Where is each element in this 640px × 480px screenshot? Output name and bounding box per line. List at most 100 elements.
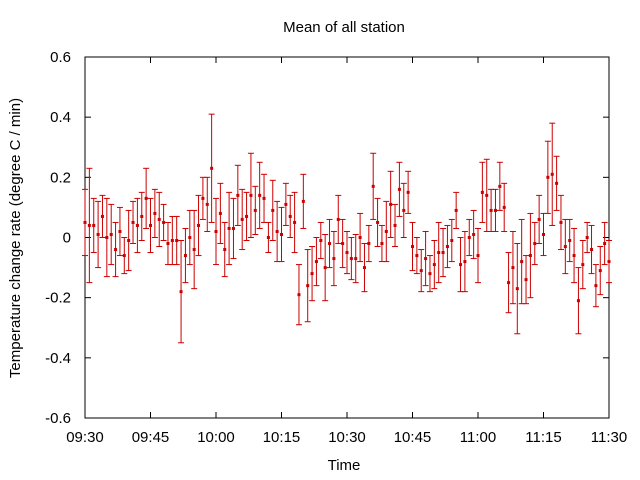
data-point [524, 278, 528, 282]
y-tick-label: 0.6 [50, 49, 71, 66]
data-point [118, 229, 122, 233]
x-tick-label: 10:00 [197, 429, 235, 446]
data-point [380, 242, 384, 246]
data-point [210, 166, 214, 170]
data-point [485, 193, 489, 197]
data-point [511, 266, 515, 270]
data-point [498, 184, 502, 188]
data-point [275, 229, 279, 233]
data-point [328, 242, 332, 246]
data-point [201, 196, 205, 200]
data-point [314, 260, 318, 264]
data-point [590, 248, 594, 252]
data-point [157, 217, 161, 221]
data-point [162, 220, 166, 224]
data-point [214, 229, 218, 233]
data-point [301, 199, 305, 203]
data-point [284, 202, 288, 206]
data-point [555, 181, 559, 185]
data-point [240, 217, 244, 221]
data-point [262, 196, 266, 200]
data-point [402, 208, 406, 212]
data-point [489, 208, 493, 212]
data-point [472, 232, 476, 236]
data-point [467, 236, 471, 239]
data-point [441, 251, 445, 255]
x-tick-label: 10:45 [394, 429, 432, 446]
data-point [323, 266, 327, 270]
data-point [459, 263, 463, 267]
data-point [280, 232, 283, 236]
data-point [450, 239, 454, 243]
data-point [87, 223, 91, 227]
data-point [183, 254, 187, 258]
data-point [96, 232, 100, 236]
data-point [393, 223, 397, 227]
data-point [542, 232, 545, 236]
data-point [293, 220, 297, 224]
data-point [332, 257, 336, 261]
data-point [476, 254, 480, 258]
data-point [568, 239, 572, 243]
data-point [463, 260, 467, 264]
data-point [362, 266, 366, 270]
data-point [179, 290, 183, 294]
data-point [345, 251, 349, 255]
data-point [223, 248, 227, 252]
data-point [546, 175, 550, 179]
data-point [607, 260, 611, 264]
y-axis-label: Temperature change rate (degree C / min) [7, 98, 24, 378]
data-point [236, 193, 240, 197]
data-point [144, 196, 148, 200]
data-point [515, 287, 519, 291]
data-point [131, 220, 135, 224]
data-point [319, 239, 323, 243]
data-point [354, 257, 358, 261]
data-point [533, 242, 537, 246]
data-point [550, 172, 554, 176]
x-tick-label: 09:30 [66, 429, 104, 446]
data-point [445, 245, 449, 249]
data-point [92, 223, 96, 227]
data-point [424, 257, 428, 261]
data-point [188, 236, 192, 239]
data-point [253, 208, 257, 212]
data-point [341, 242, 345, 246]
data-point [122, 254, 126, 258]
y-tick-label: 0.2 [50, 169, 71, 186]
error-bars [82, 113, 612, 344]
data-point [197, 223, 201, 227]
data-point [310, 272, 314, 276]
data-point [563, 245, 567, 249]
data-point [415, 254, 419, 258]
data-point [336, 217, 340, 221]
data-point [105, 236, 109, 239]
data-point [245, 214, 249, 218]
x-axis-label: Time [328, 457, 361, 474]
y-tick-label: -0.4 [45, 350, 71, 367]
data-point [406, 190, 410, 194]
data-point [576, 299, 580, 303]
y-tick-label: -0.6 [45, 410, 71, 427]
data-point [520, 260, 524, 264]
data-point [349, 257, 353, 261]
data-point [384, 229, 388, 233]
data-points [83, 166, 611, 303]
x-tick-label: 10:15 [263, 429, 301, 446]
data-point [507, 281, 511, 285]
data-point [397, 187, 401, 191]
data-point [297, 293, 301, 297]
data-point [437, 251, 441, 255]
data-point [153, 211, 157, 215]
axis-ticks: -0.6 -0.4 -0.2 0 0.2 0.4 0.6 09:30 09:45 10:00 10:… [45, 49, 627, 446]
data-point [594, 284, 598, 288]
x-tick-label: 11:00 [460, 429, 496, 446]
data-point [127, 239, 131, 243]
y-tick-label: -0.2 [45, 290, 71, 307]
data-point [227, 226, 231, 230]
data-point [249, 193, 253, 197]
chart-title: Mean of all station [283, 19, 405, 36]
data-point [428, 272, 432, 276]
x-tick-label: 09:45 [132, 429, 170, 446]
